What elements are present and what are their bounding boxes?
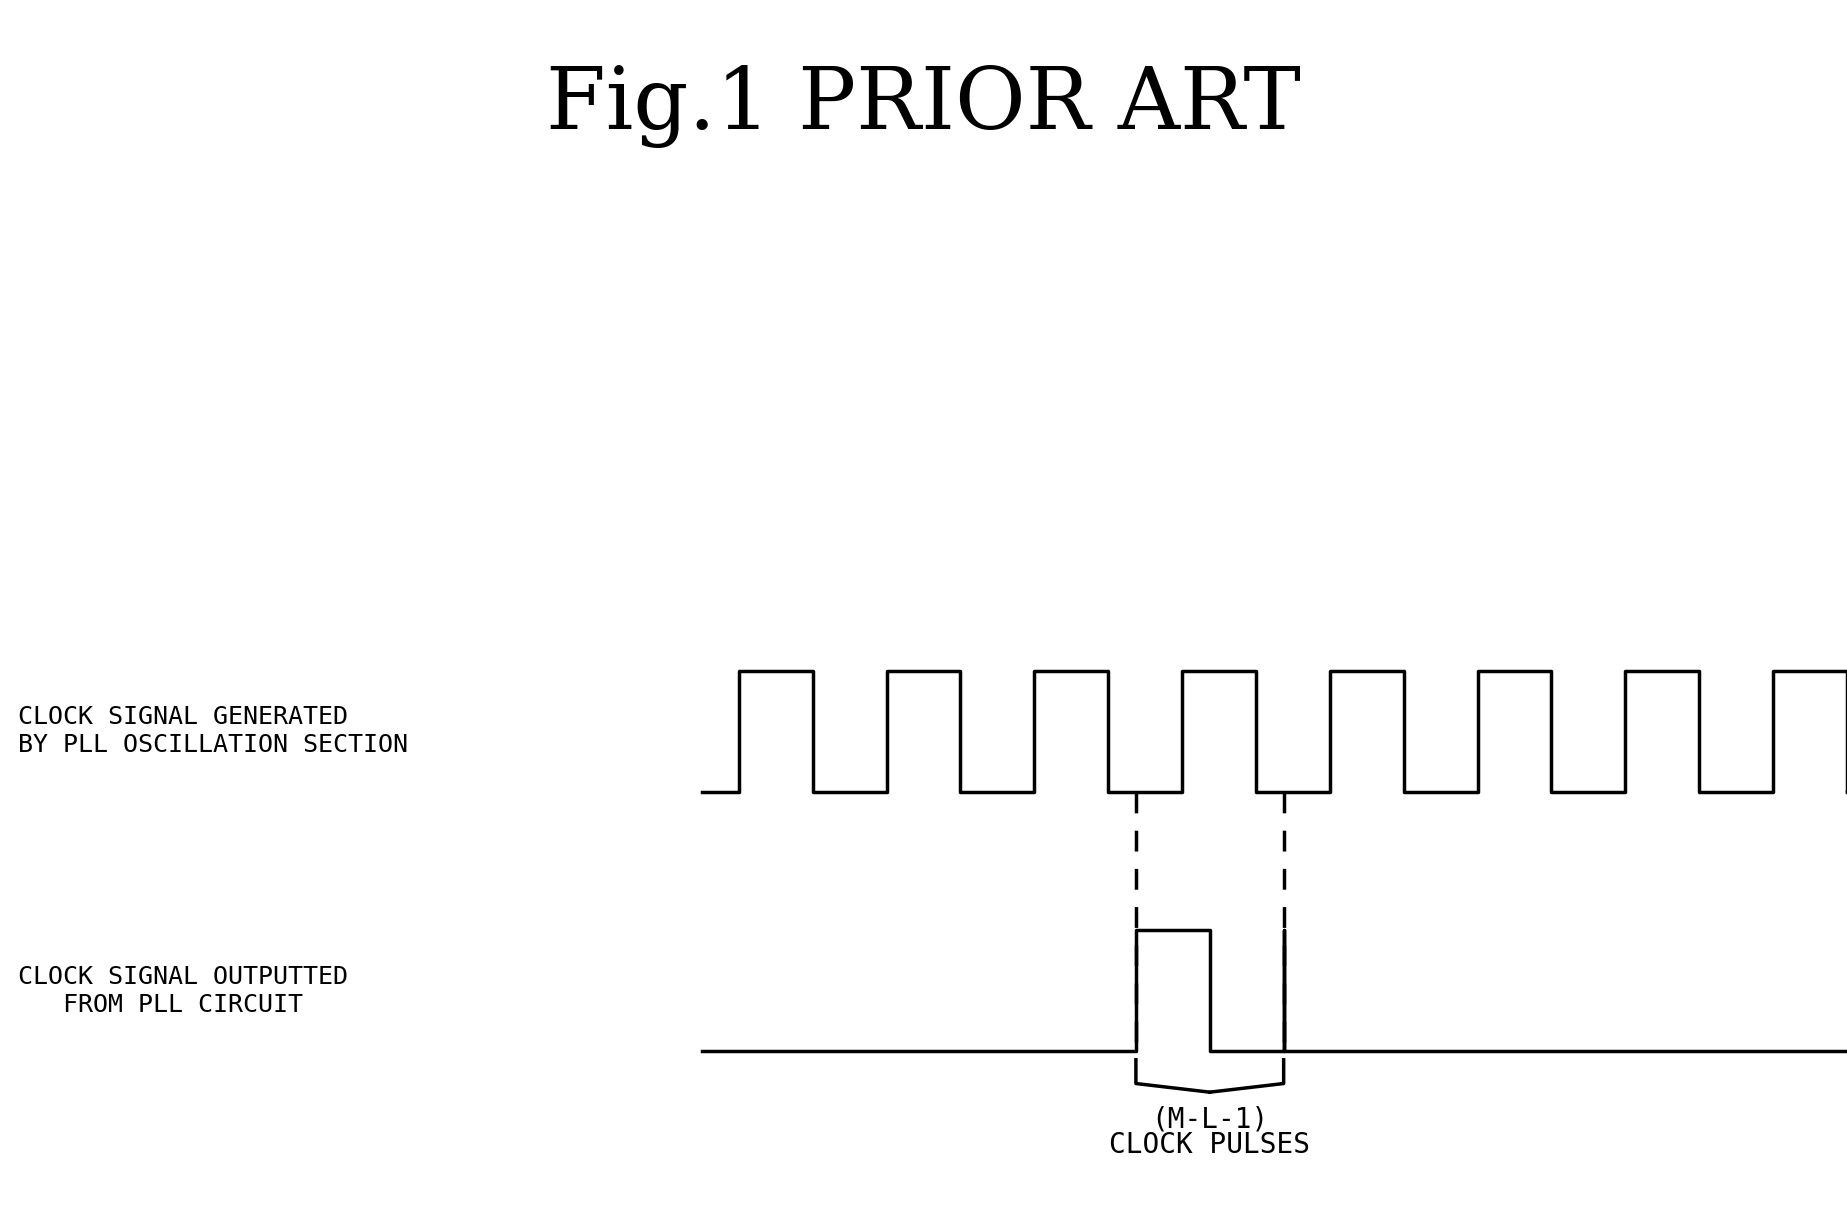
Text: CLOCK SIGNAL GENERATED
BY PLL OSCILLATION SECTION: CLOCK SIGNAL GENERATED BY PLL OSCILLATIO… [18,706,408,757]
Text: CLOCK PULSES: CLOCK PULSES [1110,1131,1310,1159]
Text: Fig.1 PRIOR ART: Fig.1 PRIOR ART [547,65,1300,148]
Text: CLOCK SIGNAL OUTPUTTED
FROM PLL CIRCUIT: CLOCK SIGNAL OUTPUTTED FROM PLL CIRCUIT [18,965,349,1016]
Text: (M-L-1): (M-L-1) [1151,1106,1269,1133]
